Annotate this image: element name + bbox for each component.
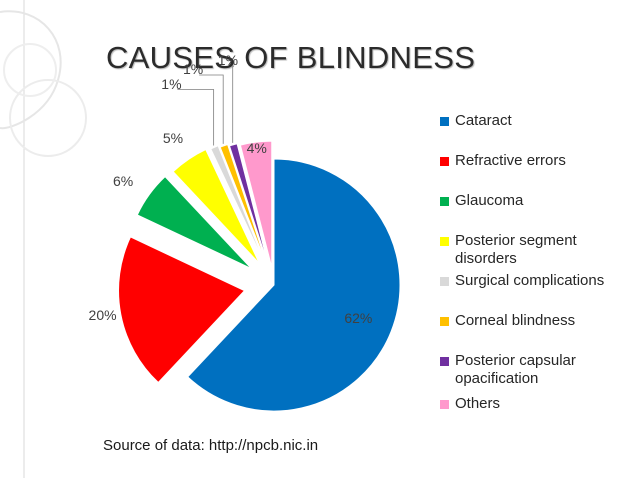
legend-swatch bbox=[440, 400, 449, 409]
legend-item-posterior-segment-disorders: Posterior segment disorders bbox=[440, 232, 635, 268]
pie-slice-posterior-segment-disorders bbox=[172, 148, 260, 264]
data-label-corneal-blindness: 1% bbox=[182, 60, 204, 77]
legend-item-others: Others bbox=[440, 395, 635, 413]
pie-slice-surgical-complications bbox=[210, 145, 265, 264]
legend-item-glaucoma: Glaucoma bbox=[440, 192, 635, 210]
legend-label: Cataract bbox=[455, 112, 512, 129]
pie-slice-corneal-blindness bbox=[219, 143, 268, 265]
decorative-arc bbox=[0, 10, 62, 130]
leader-line-posterior-capsular-opacification bbox=[232, 65, 234, 143]
legend-item-corneal-blindness: Corneal blindness bbox=[440, 312, 635, 330]
decorative-circle bbox=[9, 79, 87, 157]
data-label-surgical-complications: 1% bbox=[161, 75, 182, 92]
legend-swatch bbox=[440, 117, 449, 126]
data-label-posterior-capsular-opacification: 1% bbox=[217, 52, 239, 69]
legend-label: Surgical complications bbox=[455, 272, 605, 289]
legend-label: Others bbox=[455, 395, 501, 412]
legend-item-refractive-errors: Refractive errors bbox=[440, 152, 635, 170]
source-note: Source of data: http://npcb.nic.in bbox=[103, 437, 319, 454]
pie-slice-cataract bbox=[187, 158, 401, 412]
legend-swatch bbox=[440, 157, 449, 166]
data-label-others: 4% bbox=[246, 140, 267, 157]
legend-label: Glaucoma bbox=[455, 192, 524, 209]
legend-item-posterior-capsular-opacification: Posterior capsular opacification bbox=[440, 352, 635, 388]
pie-slice-refractive-errors bbox=[118, 236, 246, 384]
data-label-cataract: 62% bbox=[344, 310, 373, 327]
legend-swatch bbox=[440, 317, 449, 326]
legend-item-surgical-complications: Surgical complications bbox=[440, 272, 635, 290]
data-label-glaucoma: 6% bbox=[112, 173, 134, 190]
legend-swatch bbox=[440, 357, 449, 366]
leader-line-corneal-blindness bbox=[199, 74, 224, 144]
pie-slice-others bbox=[239, 140, 273, 268]
decorative-circle-small bbox=[3, 43, 57, 97]
legend-label: Refractive errors bbox=[455, 152, 566, 169]
data-label-posterior-segment-disorders: 5% bbox=[162, 130, 184, 147]
legend-swatch bbox=[440, 197, 449, 206]
leader-line-surgical-complications bbox=[177, 89, 215, 146]
legend-label: Posterior capsular opacification bbox=[455, 352, 576, 387]
legend-label: Posterior segment disorders bbox=[455, 232, 577, 267]
data-label-refractive-errors: 20% bbox=[88, 307, 117, 324]
pie-slice-glaucoma bbox=[136, 175, 252, 269]
legend-swatch bbox=[440, 237, 449, 246]
legend-swatch bbox=[440, 277, 449, 286]
legend-item-cataract: Cataract bbox=[440, 112, 635, 130]
slide-title: CAUSES OF BLINDNESS bbox=[106, 40, 476, 75]
pie-slice-posterior-capsular-opacification bbox=[228, 143, 269, 266]
legend-label: Corneal blindness bbox=[455, 312, 576, 329]
